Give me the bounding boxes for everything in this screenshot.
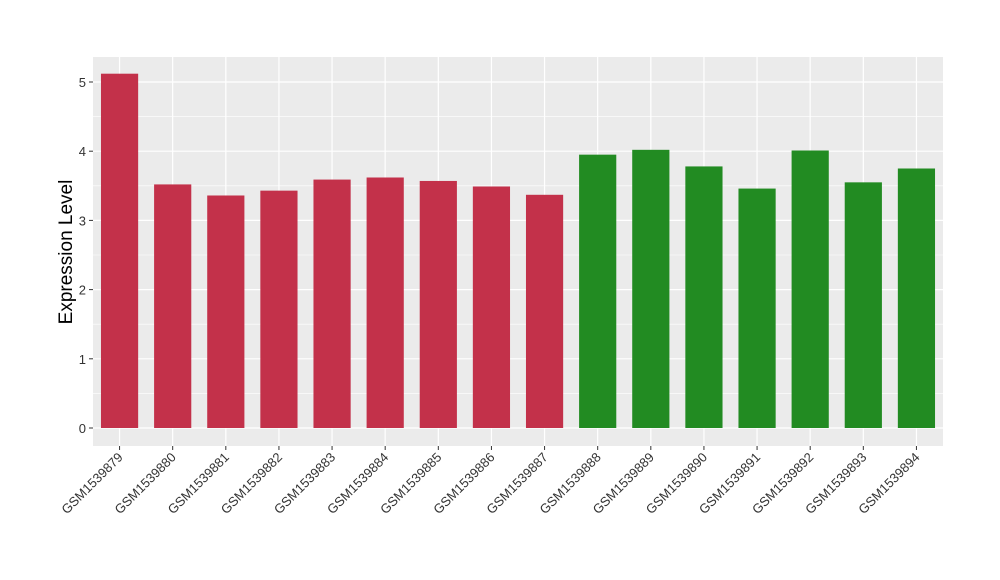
bar-GSM1539890	[685, 166, 723, 428]
y-tick-label: 3	[79, 213, 86, 228]
bar-GSM1539882	[260, 190, 298, 428]
bar-GSM1539885	[419, 180, 457, 428]
x-axis: GSM1539879GSM1539880GSM1539881GSM1539882…	[58, 446, 923, 517]
bar-GSM1539883	[313, 179, 351, 428]
bar-GSM1539880	[154, 184, 192, 428]
bar-GSM1539894	[897, 168, 936, 428]
y-tick-label: 0	[79, 421, 86, 436]
bar-GSM1539881	[207, 195, 245, 428]
bar-GSM1539891	[738, 188, 776, 428]
bars	[100, 73, 936, 429]
y-axis: 0 1 2 3 4 5	[79, 75, 93, 436]
bar-GSM1539893	[844, 182, 882, 428]
y-tick-label: 5	[79, 75, 86, 90]
bar-GSM1539892	[791, 150, 829, 428]
bar-GSM1539887	[525, 194, 564, 428]
bar-GSM1539886	[472, 186, 511, 428]
y-tick-label: 2	[79, 283, 86, 298]
y-tick-label: 4	[79, 144, 86, 159]
y-axis-label: Expression Level	[56, 180, 77, 325]
bar-GSM1539888	[579, 154, 617, 428]
bar-GSM1539889	[632, 149, 670, 429]
bar-GSM1539879	[100, 73, 139, 429]
bar-GSM1539884	[366, 177, 404, 428]
y-tick-label: 1	[79, 352, 86, 367]
